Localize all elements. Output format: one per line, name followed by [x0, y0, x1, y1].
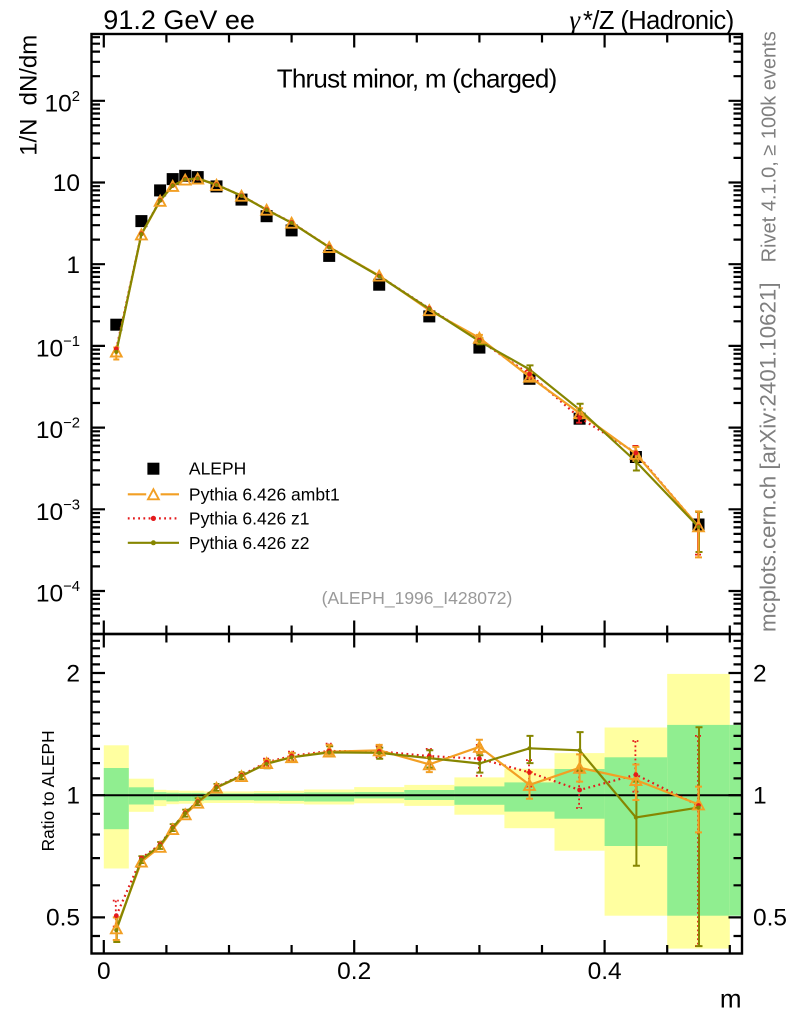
svg-text:0.4: 0.4: [588, 958, 622, 985]
svg-text:Pythia 6.426 z2: Pythia 6.426 z2: [189, 533, 310, 553]
svg-text:Pythia 6.426 z1: Pythia 6.426 z1: [189, 508, 310, 528]
svg-text:1/N dN/dm: 1/N dN/dm: [16, 35, 43, 156]
svg-text:0.2: 0.2: [337, 958, 371, 985]
svg-text:ALEPH: ALEPH: [189, 459, 246, 479]
svg-text:2: 2: [66, 660, 80, 687]
svg-text:0.5: 0.5: [753, 905, 786, 932]
svg-text:(ALEPH_1996_I428072): (ALEPH_1996_I428072): [322, 588, 513, 609]
svg-text:1: 1: [753, 783, 767, 810]
svg-text:0.5: 0.5: [46, 905, 80, 932]
svg-text:10: 10: [53, 170, 80, 197]
svg-text:m: m: [720, 984, 742, 1014]
svg-text:*/Z (Hadronic): */Z (Hadronic): [583, 7, 734, 35]
svg-text:91.2 GeV ee: 91.2 GeV ee: [103, 5, 255, 35]
svg-text:Rivet 4.1.0, ≥ 100k events: Rivet 4.1.0, ≥ 100k events: [759, 31, 781, 262]
svg-text:0: 0: [97, 958, 111, 985]
svg-text:Pythia 6.426 ambt1: Pythia 6.426 ambt1: [189, 484, 340, 504]
svg-text:Ratio to ALEPH: Ratio to ALEPH: [38, 730, 58, 851]
svg-text:1: 1: [66, 252, 80, 279]
svg-text:2: 2: [753, 660, 767, 687]
svg-text:γ: γ: [569, 5, 581, 35]
svg-text:1: 1: [66, 783, 80, 810]
svg-text:mcplots.cern.ch [arXiv:2401.10: mcplots.cern.ch [arXiv:2401.10621]: [756, 282, 781, 632]
svg-text:Thrust minor, m (charged): Thrust minor, m (charged): [277, 63, 558, 93]
